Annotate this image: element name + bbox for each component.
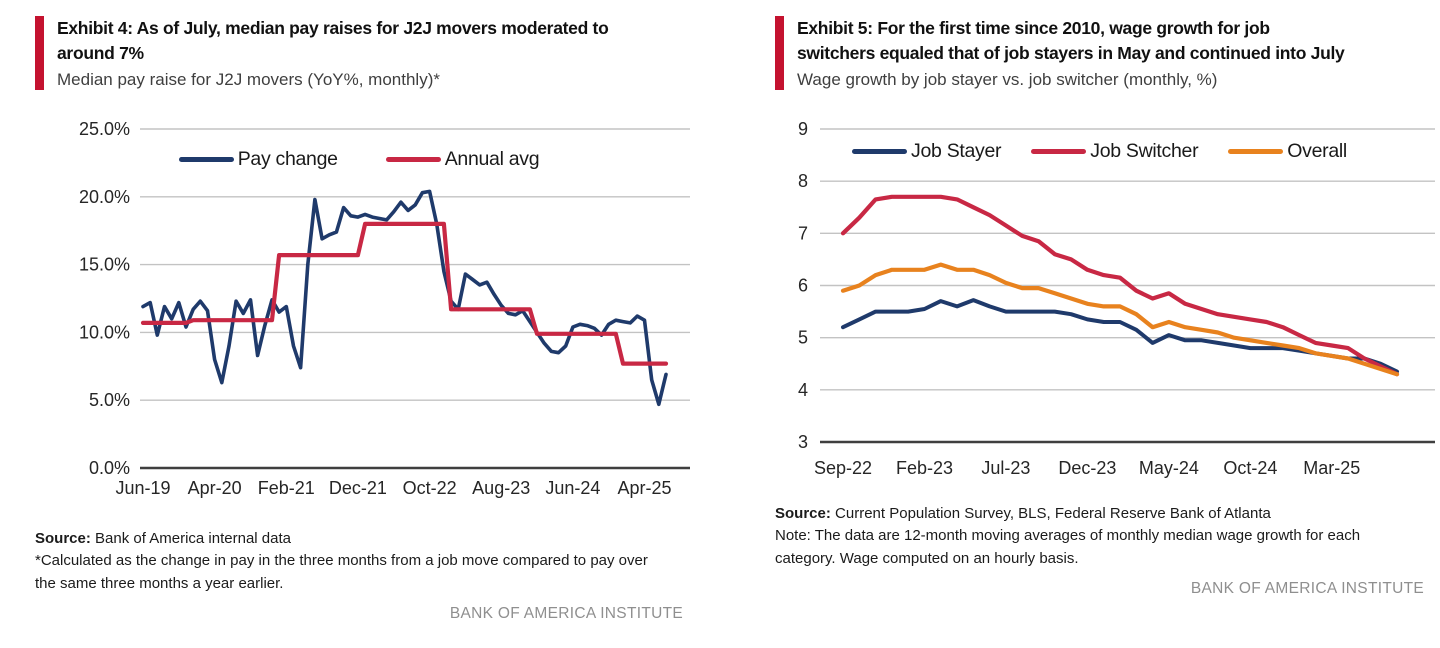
legend-label: Job Switcher xyxy=(1090,139,1199,162)
x-tick-label: Jun-24 xyxy=(545,478,600,498)
exhibit-4-title-block: Exhibit 4: As of July, median pay raises… xyxy=(57,16,683,90)
legend-swatch xyxy=(1031,148,1087,154)
exhibit-4-panel: Exhibit 4: As of July, median pay raises… xyxy=(35,16,690,626)
exhibit-5-panel: Exhibit 5: For the first time since 2010… xyxy=(775,16,1435,601)
title-line: around 7% xyxy=(57,43,144,64)
x-tick-label: Mar-25 xyxy=(1303,458,1360,478)
x-tick-label: Jul-23 xyxy=(981,458,1030,478)
source-label: Source: xyxy=(775,504,831,522)
legend-swatch xyxy=(1228,148,1284,154)
source-line: Source: Current Population Survey, BLS, … xyxy=(775,503,1424,526)
exhibit-5-title: Exhibit 5: For the first time since 2010… xyxy=(797,16,1424,67)
pay-raise-line-chart: 0.0% 5.0% 10.0% 15.0% 20.0% 25.0% Jun-19 Apr-20… xyxy=(79,119,690,498)
series-line-annual-avg xyxy=(140,221,669,366)
exhibit-4-subtitle: Median pay raise for J2J movers (YoY%, m… xyxy=(57,69,440,89)
legend-item-pay-change: Pay change xyxy=(178,147,338,171)
series-line-job-stayer xyxy=(841,297,1399,374)
y-tick-label: 5 xyxy=(798,327,808,347)
legend-label: Overall xyxy=(1287,139,1347,162)
x-tick-label: Apr-25 xyxy=(617,478,671,498)
source-text: Current Population Survey, BLS, Federal … xyxy=(835,504,1271,522)
x-tick-label: Jun-19 xyxy=(115,478,170,498)
pay-raise-chart-legend: Pay change Annual avg xyxy=(35,148,683,171)
wage-growth-chart-area: 3 4 5 6 7 8 9 Sep-22 Feb-23 Jul-23 Dec-23 May-24 Oct… xyxy=(775,116,1435,491)
series-line-job-switcher xyxy=(840,194,1400,377)
y-tick-label: 4 xyxy=(798,380,808,400)
x-tick-label: Dec-23 xyxy=(1058,458,1116,478)
y-tick-label: 3 xyxy=(798,432,808,452)
exhibit-4-header: Exhibit 4: As of July, median pay raises… xyxy=(35,16,683,90)
institute-label: BANK OF AMERICA INSTITUTE xyxy=(449,605,683,623)
x-tick-label: Dec-21 xyxy=(329,478,387,498)
y-tick-label: 25.0% xyxy=(79,119,130,139)
exhibit-5-title-block: Exhibit 5: For the first time since 2010… xyxy=(797,16,1424,90)
y-tick-label: 6 xyxy=(798,275,808,295)
legend-label: Pay change xyxy=(237,147,338,170)
y-tick-label: 0.0% xyxy=(89,458,130,478)
legend-item-annual-avg: Annual avg xyxy=(385,147,540,171)
y-tick-label: 5.0% xyxy=(89,390,130,410)
y-tick-label: 10.0% xyxy=(79,322,130,342)
x-tick-label: Feb-23 xyxy=(896,458,953,478)
x-tick-label: Aug-23 xyxy=(472,478,530,498)
footnote-line: the same three months a year earlier. xyxy=(35,574,284,592)
wage-growth-chart-legend: Job Stayer Job Switcher Overall xyxy=(775,140,1424,163)
pay-raise-chart-area: 0.0% 5.0% 10.0% 15.0% 20.0% 25.0% Jun-19 Apr-20… xyxy=(35,116,690,514)
x-tick-label: May-24 xyxy=(1139,458,1199,478)
series-line-pay-change xyxy=(141,189,668,406)
series-line-overall xyxy=(840,262,1400,377)
exhibit-4-footer: Source: Bank of America internal data *C… xyxy=(35,528,683,626)
source-label: Source: xyxy=(35,529,91,547)
exhibit-4-title: Exhibit 4: As of July, median pay raises… xyxy=(57,16,683,67)
x-tick-label: Oct-22 xyxy=(403,478,457,498)
legend-item-overall: Overall xyxy=(1228,140,1347,163)
note-line: Note: The data are 12-month moving avera… xyxy=(775,527,1361,545)
title-line: Exhibit 4: As of July, median pay raises… xyxy=(57,18,609,38)
x-tick-label: Oct-24 xyxy=(1223,458,1277,478)
y-tick-label: 8 xyxy=(798,171,808,191)
legend-swatch xyxy=(178,156,234,162)
x-tick-label: Apr-20 xyxy=(188,478,242,498)
legend-swatch xyxy=(852,148,908,154)
footnote-line: *Calculated as the change in pay in the … xyxy=(35,552,648,570)
legend-swatch xyxy=(385,156,441,162)
x-tick-label: Feb-21 xyxy=(258,478,315,498)
y-tick-label: 15.0% xyxy=(79,254,130,274)
source-line: Source: Bank of America internal data xyxy=(35,528,683,551)
wage-growth-line-chart: 3 4 5 6 7 8 9 Sep-22 Feb-23 Jul-23 Dec-23 May-24 Oct… xyxy=(798,119,1435,478)
source-text: Bank of America internal data xyxy=(95,529,291,547)
legend-label: Annual avg xyxy=(444,147,540,170)
legend-item-job-stayer: Job Stayer xyxy=(852,139,1002,163)
x-tick-label: Sep-22 xyxy=(814,458,872,478)
note-line: category. Wage computed on an hourly bas… xyxy=(775,549,1079,567)
legend-label: Job Stayer xyxy=(911,139,1002,162)
y-tick-label: 9 xyxy=(798,119,808,139)
exhibit-5-subtitle: Wage growth by job stayer vs. job switch… xyxy=(797,69,1218,89)
exhibit-5-header: Exhibit 5: For the first time since 2010… xyxy=(775,16,1424,90)
y-tick-label: 20.0% xyxy=(79,187,130,207)
title-line: Exhibit 5: For the first time since 2010… xyxy=(797,18,1270,38)
y-tick-label: 7 xyxy=(798,223,808,243)
exhibit-accent-bar xyxy=(35,16,44,90)
exhibit-5-footer: Source: Current Population Survey, BLS, … xyxy=(775,503,1424,601)
legend-item-job-switcher: Job Switcher xyxy=(1031,139,1199,163)
exhibit-accent-bar xyxy=(775,16,784,90)
title-line: switchers equaled that of job stayers in… xyxy=(797,43,1345,64)
institute-label: BANK OF AMERICA INSTITUTE xyxy=(1190,580,1424,598)
